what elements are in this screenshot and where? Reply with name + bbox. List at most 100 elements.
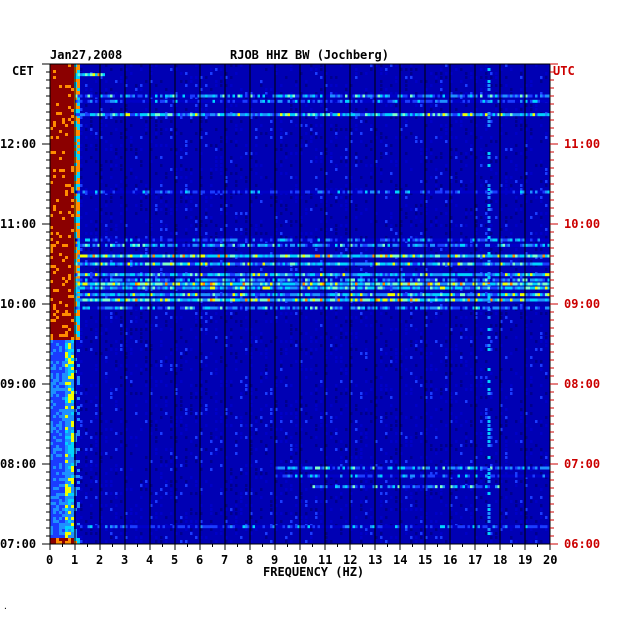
heatmap-cell [155, 404, 158, 407]
heatmap-cell [265, 444, 268, 447]
heatmap-cell [190, 392, 193, 395]
heatmap-cell [180, 196, 183, 199]
heatmap-cell [255, 304, 258, 307]
heatmap-cell [68, 133, 71, 136]
heatmap-cell [360, 176, 363, 179]
heatmap-cell [290, 220, 293, 223]
heatmap-cell [475, 216, 478, 219]
heatmap-cell [380, 500, 383, 503]
heatmap-cell [77, 91, 80, 94]
heatmap-cell [90, 340, 93, 343]
heatmap-cell [53, 115, 56, 118]
heatmap-cell [275, 68, 278, 71]
heatmap-cell [505, 416, 508, 419]
heatmap-cell [65, 109, 68, 112]
heatmap-cell [460, 360, 463, 363]
heatmap-cell [350, 116, 353, 119]
heatmap-cell [68, 304, 71, 307]
heatmap-cell [325, 372, 328, 375]
heatmap-cell [155, 128, 158, 131]
heatmap-cell [115, 348, 118, 351]
heatmap-cell [270, 512, 273, 515]
heatmap-cell [500, 528, 503, 531]
heatmap-cell [455, 120, 458, 123]
heatmap-cell [355, 348, 358, 351]
heatmap-cell [505, 84, 508, 87]
heatmap-cell [345, 456, 348, 459]
heatmap-cell [77, 175, 80, 178]
heatmap-cell [440, 344, 443, 347]
heatmap-cell [325, 304, 328, 307]
heatmap-cell [120, 168, 123, 171]
heatmap-cell [105, 492, 108, 495]
heatmap-cell [385, 480, 388, 483]
heatmap-cell [235, 416, 238, 419]
heatmap-cell [500, 428, 503, 431]
heatmap-cell [460, 316, 463, 319]
heatmap-cell [155, 172, 158, 175]
heatmap-cell [290, 520, 293, 523]
heatmap-cell [68, 160, 71, 163]
heatmap-cell [65, 208, 68, 211]
heatmap-cell [120, 516, 123, 519]
heatmap-cell [68, 136, 71, 139]
heatmap-cell [53, 202, 56, 205]
heatmap-cell [390, 212, 393, 215]
heatmap-cell [540, 452, 543, 455]
heatmap-cell [225, 128, 228, 131]
heatmap-cell [495, 76, 498, 79]
heatmap-cell [530, 392, 533, 395]
heatmap-cell [525, 412, 528, 415]
heatmap-cell [195, 512, 198, 515]
heatmap-cell [50, 217, 53, 220]
heatmap-cell [235, 440, 238, 443]
heatmap-cell [145, 420, 148, 423]
heatmap-cell [385, 452, 388, 455]
heatmap-cell [370, 64, 373, 67]
heatmap-cell [56, 322, 59, 325]
heatmap-cell [68, 265, 71, 268]
heatmap-cell [90, 516, 93, 519]
heatmap-cell [68, 64, 71, 67]
heatmap-cell [185, 464, 188, 467]
heatmap-cell [305, 404, 308, 407]
heatmap-cell [540, 508, 543, 511]
heatmap-cell [105, 236, 108, 239]
heatmap-cell [53, 88, 56, 91]
heatmap-cell [135, 88, 138, 91]
heatmap-cell [345, 204, 348, 207]
heatmap-cell [130, 488, 133, 491]
heatmap-cell [515, 276, 518, 279]
heatmap-cell [50, 184, 53, 187]
heatmap-cell [155, 516, 158, 519]
heatmap-cell [160, 496, 163, 499]
heatmap-cell [62, 286, 65, 289]
heatmap-cell [50, 292, 53, 295]
heatmap-cell [145, 412, 148, 415]
heatmap-cell [265, 348, 268, 351]
heatmap-cell [56, 142, 59, 145]
heatmap-cell [68, 340, 71, 343]
heatmap-cell [71, 100, 74, 103]
heatmap-cell [420, 356, 423, 359]
heatmap-cell [85, 260, 88, 263]
heatmap-cell [130, 124, 133, 127]
heatmap-cell [68, 175, 71, 178]
heatmap-cell [515, 480, 518, 483]
heatmap-cell [235, 504, 238, 507]
heatmap-cell [300, 216, 303, 219]
heatmap-cell [330, 296, 333, 299]
heatmap-cell [145, 364, 148, 367]
heatmap-cell [390, 64, 393, 67]
heatmap-cell [105, 504, 108, 507]
heatmap-cell [62, 304, 65, 307]
heatmap-cell [240, 212, 243, 215]
heatmap-cell [68, 238, 71, 241]
heatmap-cell [220, 140, 223, 143]
heatmap-cell [225, 76, 228, 79]
heatmap-cell [265, 452, 268, 455]
heatmap-cell [77, 163, 80, 166]
heatmap-cell [59, 277, 62, 280]
heatmap-cell [480, 448, 483, 451]
heatmap-cell [365, 92, 368, 95]
